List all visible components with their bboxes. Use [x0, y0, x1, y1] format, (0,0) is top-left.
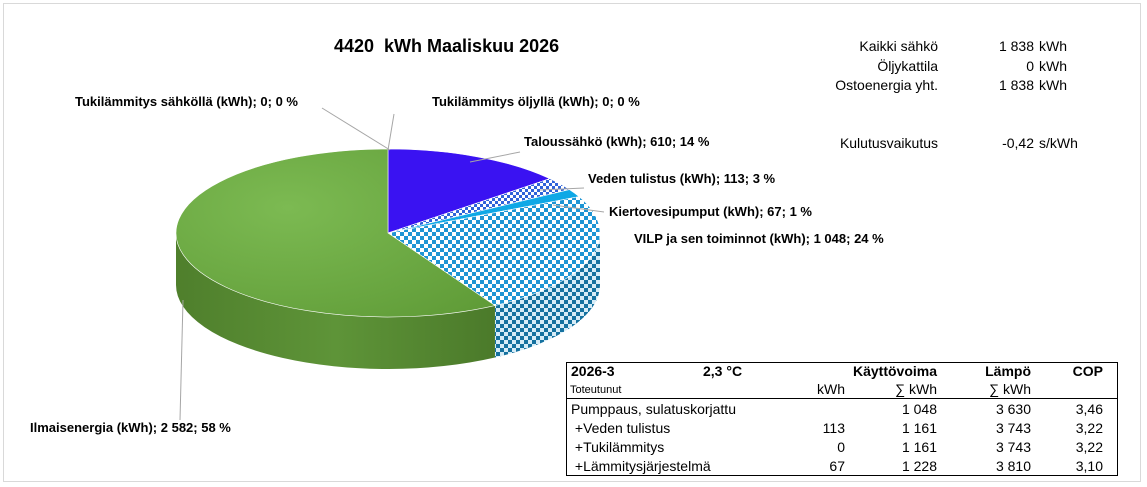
row-cop: 3,46	[1075, 401, 1103, 417]
table-col-power: Käyttövoima	[852, 363, 937, 379]
pie-slice	[175, 148, 496, 318]
summary-value: 1 838	[998, 77, 1034, 93]
row-heat: 3 743	[995, 420, 1031, 436]
leader-line	[539, 187, 585, 191]
table-col-cop: COP	[1072, 363, 1103, 379]
summary-label: Öljykattila	[877, 58, 938, 74]
row-label: +Tukilämmitys	[571, 439, 665, 455]
row-cop: 3,22	[1075, 439, 1103, 455]
row-heat: 3 630	[995, 401, 1031, 417]
row-sum-kwh: 1 048	[901, 401, 937, 417]
pie-slice	[387, 148, 551, 234]
row-heat: 3 743	[995, 439, 1031, 455]
pie-leader-lines	[179, 107, 605, 421]
pie-labels: Tukilämmitys sähköllä (kWh); 0; 0 % Tukil…	[30, 94, 884, 435]
summary-unit: kWh	[1039, 38, 1067, 54]
summary-value: 0	[1026, 58, 1034, 74]
table-sub-sum-kwh: ∑ kWh	[895, 381, 937, 397]
chart-frame	[3, 3, 1141, 482]
summary-label: Kulutusvaikutus	[839, 135, 938, 151]
pie-sides	[176, 233, 600, 369]
row-label: +Veden tulistus	[571, 420, 671, 436]
row-kwh: 67	[829, 458, 845, 474]
pie-data-label: Taloussähkö (kWh); 610; 14 %	[524, 134, 710, 149]
summary-unit: kWh	[1039, 58, 1067, 74]
summary-value: -0,42	[1002, 135, 1034, 151]
pie-data-label: Ilmaisenergia (kWh); 2 582; 58 %	[30, 420, 231, 435]
summary-label: Kaikki sähkö	[859, 38, 938, 54]
row-label: +Lämmitysjärjestelmä	[571, 458, 711, 474]
summary-unit: s/kWh	[1039, 135, 1078, 151]
table-sub-label: Toteutunut	[570, 384, 622, 396]
row-label: Pumppaus, sulatuskorjattu	[571, 401, 736, 417]
summary-value: 1 838	[998, 38, 1034, 54]
pie-data-label: Tukilämmitys sähköllä (kWh); 0; 0 %	[75, 94, 298, 109]
pie-slice-side	[494, 233, 600, 358]
pie-tops	[175, 148, 601, 318]
pie-data-label: Veden tulistus (kWh); 113; 3 %	[588, 171, 776, 186]
summary-label: Ostoenergia yht.	[835, 77, 938, 93]
table-sub-heat-kwh: ∑ kWh	[989, 381, 1031, 397]
row-sum-kwh: 1 161	[901, 439, 937, 455]
table-sub-kwh: kWh	[817, 381, 845, 397]
table-header-divider	[567, 398, 1117, 399]
row-cop: 3,22	[1075, 420, 1103, 436]
leader-line	[552, 204, 605, 213]
row-sum-kwh: 1 228	[901, 458, 937, 474]
pie-slice-side	[176, 233, 495, 369]
leader-line	[469, 151, 521, 163]
chart-title: 4420 kWh Maaliskuu 2026	[334, 36, 560, 56]
leader-line	[321, 107, 391, 151]
row-kwh: 113	[822, 420, 845, 436]
row-kwh: 0	[837, 439, 845, 455]
cop-table: 2026-3 2,3 °C Käyttövoima Lämpö COP Tote…	[566, 362, 1118, 476]
pie-data-label: Tukilämmitys öljyllä (kWh); 0; 0 %	[432, 94, 640, 109]
row-sum-kwh: 1 161	[901, 420, 937, 436]
leader-line	[179, 299, 184, 421]
pie-data-label: VILP ja sen toiminnot (kWh); 1 048; 24 %	[634, 231, 884, 246]
row-cop: 3,10	[1075, 458, 1103, 474]
table-period: 2026-3	[571, 363, 615, 379]
table-col-heat: Lämpö	[985, 363, 1031, 379]
summary-unit: kWh	[1039, 77, 1067, 93]
table-temperature: 2,3 °C	[703, 363, 743, 379]
leader-line	[387, 113, 395, 151]
row-heat: 3 810	[995, 458, 1031, 474]
pie-data-label: Kiertovesipumput (kWh); 67; 1 %	[609, 204, 812, 219]
